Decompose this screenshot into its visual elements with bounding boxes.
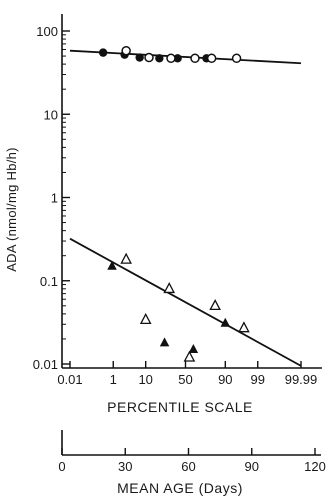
y-tick-label: 0.1 xyxy=(40,274,58,289)
data-point-filled-circle xyxy=(135,53,144,62)
data-point-filled-circle xyxy=(173,54,182,63)
age-tick-label: 120 xyxy=(304,459,326,474)
x-tick-label: 99 xyxy=(251,372,265,387)
y-tick-label: 100 xyxy=(36,24,58,39)
data-point-open-circle xyxy=(121,45,131,56)
x-tick-label: 10 xyxy=(138,372,152,387)
y-tick-label: 0.01 xyxy=(33,357,58,372)
data-point-open-triangle xyxy=(120,252,132,264)
data-point-filled-triangle xyxy=(159,337,170,347)
y-tick-label: 1 xyxy=(51,191,58,206)
data-point-open-circle xyxy=(144,52,154,63)
age-tick-label: 60 xyxy=(181,459,195,474)
x-tick-label: 50 xyxy=(178,372,192,387)
main-plot: 100 10 1 0.1 0.010.01 1 10 50 90 99 99.99 PERCENTIL… xyxy=(4,14,322,415)
data-point-open-circle xyxy=(166,53,176,64)
y-tick-label: 10 xyxy=(44,107,58,122)
data-point-open-triangle xyxy=(163,282,176,294)
data-point-open-triangle xyxy=(238,321,250,333)
regression-line xyxy=(69,237,302,367)
x-tick-label: 0.01 xyxy=(57,372,82,387)
data-point-open-circle xyxy=(206,53,217,64)
data-point-filled-triangle xyxy=(188,343,199,353)
y-axis-title: ADA (nmol/mg Hb/h) xyxy=(4,147,19,272)
age-axis-title: MEAN AGE (Days) xyxy=(117,480,243,496)
data-point-open-circle xyxy=(231,53,242,64)
data-point-open-triangle xyxy=(209,299,221,311)
data-point-filled-circle xyxy=(98,48,108,57)
data-point-open-circle xyxy=(190,53,200,64)
data-point-filled-triangle xyxy=(220,317,231,327)
age-axis: 0 30 60 90 120 MEAN AGE (Days) xyxy=(58,430,326,496)
x-tick-label: 1 xyxy=(110,372,117,387)
data-point-filled-circle xyxy=(155,54,164,63)
age-tick-label: 90 xyxy=(245,459,259,474)
data-point-open-triangle xyxy=(139,312,152,325)
data-point-open-triangle xyxy=(183,350,196,362)
x-tick-label: 90 xyxy=(218,372,232,387)
age-tick-label: 30 xyxy=(118,459,132,474)
data-point-filled-triangle xyxy=(107,260,117,270)
x-tick-label: 99.99 xyxy=(285,372,318,387)
x-axis-title: PERCENTILE SCALE xyxy=(107,399,253,415)
regression-line xyxy=(69,49,302,65)
age-tick-label: 0 xyxy=(58,459,65,474)
